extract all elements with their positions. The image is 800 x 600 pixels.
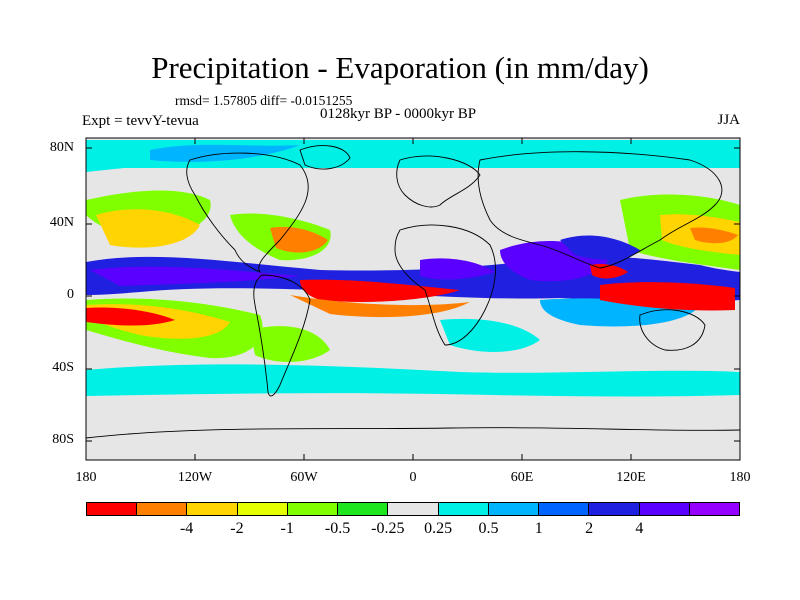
colorbar-label: 1 [534,520,543,537]
lat-label-40s: 40S [52,360,74,375]
equatorial-atlantic-orange [290,295,470,318]
experiment-label: Expt = tevvY-tevua [82,113,199,129]
colorbar-label: -0.25 [371,520,405,537]
south-america-outline [253,274,311,397]
axis-ticks [86,138,740,460]
lon-label-120w: 120W [177,470,213,485]
colorbar-label: -2 [230,520,244,537]
maritime-continent-red [600,282,735,311]
north-america-outline [186,152,309,273]
europe-outline [396,155,481,208]
southern-ocean-cyan [86,364,740,397]
africa-outline [394,224,496,346]
colorbar-swatch [488,503,540,515]
coastlines [86,145,740,439]
greenland-outline [299,145,351,170]
equatorial-atlantic-red [300,279,460,302]
lat-label-0: 0 [67,287,74,302]
colorbar-label: 2 [585,520,594,537]
contour-field [86,138,740,460]
colorbar-swatch [187,503,238,515]
colorbar-label: 0.25 [424,520,453,537]
colorbar-swatch [689,503,740,515]
plot-title: Precipitation - Evaporation (in mm/day) [151,50,649,85]
asia-outline [477,151,723,269]
lat-label-40n: 40N [49,215,74,230]
colorbar-label: 0.5 [478,520,499,537]
lat-label-80s: 80S [52,432,74,447]
colorbar-swatch [589,503,640,515]
colorbar-swatch [539,503,590,515]
colorbar-swatch [388,503,439,515]
rmsd-diff-stats: rmsd= 1.57805 diff= -0.0151255 [175,93,353,108]
antarctica-outline [86,427,740,439]
lon-label-180e: 180 [729,470,751,485]
colorbar-swatch [137,503,188,515]
colorbar-swatch [639,503,690,515]
colorbar-swatch [438,503,489,515]
australia-outline [639,309,706,351]
west-pacific-orange [690,227,738,244]
season-label: JJA [717,112,740,128]
lon-label-180w: 180 [75,470,97,485]
colorbar-label: -4 [179,520,194,537]
colorbar-swatch [237,503,288,515]
colorbar-swatch [87,503,138,515]
colorbar-label: -1 [280,520,294,537]
south-pacific-red [86,307,175,326]
north-pacific-yellow [96,209,200,248]
lat-label-80n: 80N [49,140,74,155]
colorbar [86,502,740,516]
lon-label-60e: 60E [510,470,534,485]
colorbar-label: -0.5 [324,520,351,537]
south-america-green [250,326,330,362]
south-asia-blue [560,235,640,260]
lon-label-0: 0 [409,470,417,485]
colorbar-swatch [338,503,389,515]
sahel-purple [420,258,495,280]
time-period-label: 0128kyr BP - 0000kyr BP [320,106,477,122]
east-pacific-purple [90,266,300,286]
north-atlantic-orange [270,226,328,253]
lon-label-120e: 120E [616,470,646,485]
colorbar-label: 4 [635,520,644,537]
lon-label-60w: 60W [290,470,318,485]
south-africa-cyan [440,318,540,352]
colorbar-swatch [287,503,339,515]
